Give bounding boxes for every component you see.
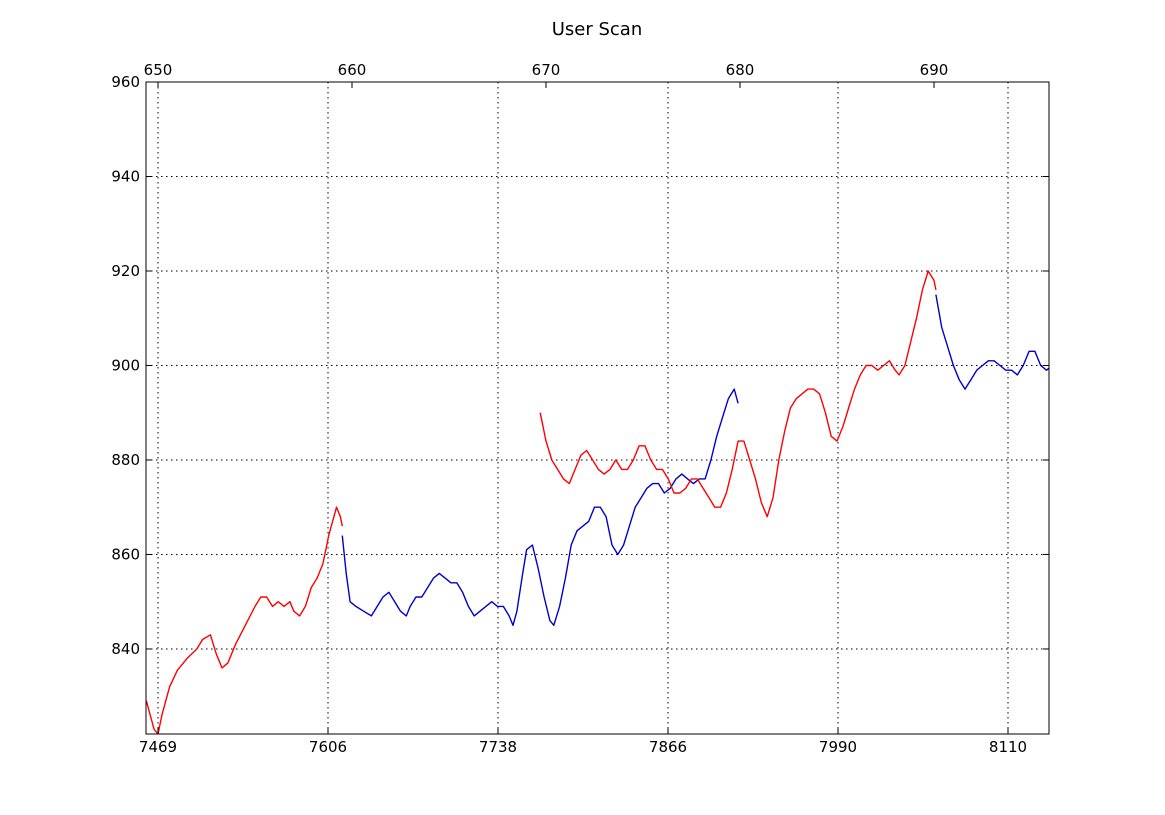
y-tick-label: 940: [111, 167, 140, 185]
top-x-tick-label: 690: [920, 61, 949, 79]
series-line-blue-2: [341, 388, 739, 626]
bottom-x-tick-label: 8110: [989, 738, 1027, 756]
chart-title: User Scan: [552, 19, 643, 40]
bottom-x-tick-label: 7469: [139, 738, 177, 756]
y-tick-label: 880: [111, 451, 140, 469]
bottom-x-tick-label: 7738: [479, 738, 517, 756]
top-x-tick-label: 680: [726, 61, 755, 79]
bottom-x-tick-label: 7866: [649, 738, 687, 756]
gridlines: [146, 82, 1049, 734]
series-layer: [146, 270, 1049, 734]
plot-area-frame: [145, 81, 1050, 735]
top-x-tick-label: 650: [144, 61, 173, 79]
series-line-red-3: [539, 270, 937, 518]
y-tick-label: 900: [111, 356, 140, 374]
top-x-tick-label: 660: [338, 61, 367, 79]
y-tick-label: 920: [111, 262, 140, 280]
y-tick-label: 860: [111, 545, 140, 563]
bottom-x-tick-label: 7606: [309, 738, 347, 756]
series-line-red-1: [146, 506, 343, 734]
y-tick-label: 840: [111, 640, 140, 658]
bottom-x-tick-label: 7990: [819, 738, 857, 756]
y-tick-label: 960: [111, 73, 140, 91]
series-line-blue-4: [935, 294, 1049, 390]
top-x-tick-label: 670: [532, 61, 561, 79]
